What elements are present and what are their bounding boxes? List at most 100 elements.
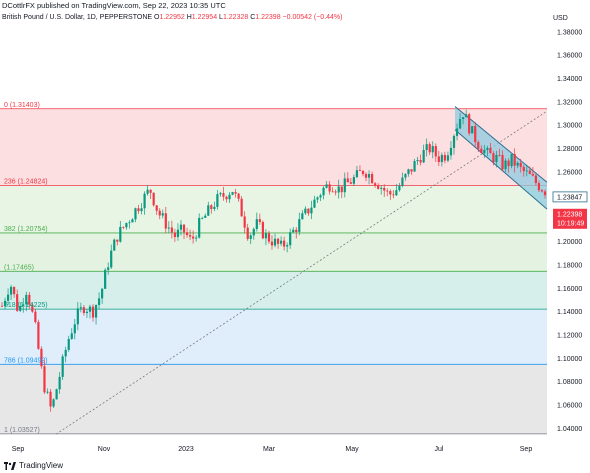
candle-body	[374, 183, 377, 186]
candle-body	[222, 193, 225, 197]
candle-body	[370, 174, 374, 184]
candle-body	[76, 308, 79, 325]
candle-body	[107, 267, 110, 270]
candle-body	[434, 146, 437, 157]
candle-body	[525, 170, 528, 172]
candle-body	[452, 135, 456, 148]
candle-body	[516, 162, 519, 166]
candle-body	[410, 169, 413, 172]
time-axis-label: Sep	[520, 446, 533, 453]
candle-body	[283, 240, 286, 247]
candle-body	[537, 183, 541, 191]
candle-body	[73, 324, 76, 334]
candle-body	[489, 147, 492, 154]
candle-body	[82, 307, 86, 314]
price-axis-label: 1.10000	[557, 356, 582, 363]
low-value: 1.22328	[222, 14, 249, 21]
candle-body	[240, 198, 243, 217]
candle-body	[110, 250, 113, 268]
candle-body	[298, 219, 301, 233]
candle-body	[152, 192, 155, 206]
candle-body	[428, 144, 431, 153]
price-axis-label: 1.14000	[557, 309, 582, 316]
candle-body	[61, 356, 64, 377]
candle-body	[16, 294, 19, 311]
candle-body	[301, 213, 304, 220]
candle-body	[125, 223, 128, 228]
fib-zone	[0, 309, 547, 365]
candle-body	[477, 142, 480, 149]
candle-body	[313, 199, 316, 208]
candle-body	[173, 232, 177, 237]
time-axis-label: Mar	[263, 446, 276, 453]
tradingview-logo-icon	[4, 461, 16, 470]
close-value: 1.22398	[255, 14, 281, 21]
candle-body	[246, 227, 249, 239]
publisher-line: DCottlrFX published on TradingView.com, …	[2, 1, 226, 10]
candle-body	[276, 238, 280, 244]
candle-body	[182, 224, 186, 233]
time-axis-label: Nov	[98, 446, 111, 453]
candle-body	[331, 191, 334, 193]
fib-zone	[0, 364, 547, 434]
candle-body	[185, 232, 189, 236]
candle-body	[49, 391, 52, 407]
channel-lower-line	[454, 129, 548, 210]
low-label: L	[219, 14, 223, 21]
candle-body	[404, 173, 407, 178]
candle-body	[504, 160, 507, 170]
candle-body	[461, 117, 465, 120]
candle-body	[501, 155, 504, 170]
candle-body	[243, 216, 246, 228]
candle-body	[343, 178, 346, 193]
candle-body	[322, 187, 325, 196]
candle-body	[310, 207, 313, 214]
candle-body	[471, 126, 474, 134]
candle-body	[455, 128, 459, 136]
candle-body	[198, 217, 201, 238]
candle-body	[210, 205, 213, 209]
candle-body	[213, 206, 216, 209]
price-axis-label: 1.18000	[557, 263, 582, 270]
candle-body	[192, 236, 195, 239]
candle-body	[328, 184, 331, 192]
price-axis-label: 1.30000	[557, 123, 582, 130]
candle-body	[195, 237, 198, 239]
candle-body	[267, 233, 271, 242]
candle-body	[134, 208, 137, 220]
candle-body	[307, 208, 310, 214]
candle-body	[465, 114, 468, 118]
candle-body	[70, 333, 73, 339]
open-value: 1.22952	[159, 14, 185, 21]
candle-body	[161, 213, 164, 216]
fib-level-label: 0 (1.31403)	[4, 102, 40, 109]
current-price-text: 1.22398	[557, 211, 582, 218]
price-axis-label: 1.08000	[557, 379, 582, 386]
fib-level-label: 1 (1.03527)	[4, 427, 40, 434]
candle-body	[167, 227, 170, 229]
candle-body	[113, 239, 116, 251]
candle-body	[10, 286, 13, 295]
price-axis-label: 1.28000	[557, 146, 582, 153]
candle-body	[207, 205, 210, 216]
candle-body	[97, 298, 101, 306]
candle-body	[510, 154, 513, 167]
high-value: 1.22954	[191, 14, 218, 21]
candle-body	[325, 184, 328, 188]
candle-body	[79, 307, 82, 309]
channel-upper-line	[454, 106, 548, 183]
footer: TradingView	[0, 459, 590, 473]
countdown-text: 10:19:49	[557, 220, 584, 227]
candle-body	[273, 238, 277, 246]
time-axis-label: Jul	[435, 446, 444, 453]
current-price-tag	[553, 208, 587, 229]
price-axis-label: 1.36000	[557, 53, 582, 60]
candle-body	[119, 226, 122, 242]
candle-body	[155, 205, 158, 211]
candle-body	[355, 170, 359, 178]
price-axis-label: 1.12000	[557, 333, 582, 340]
candle-body	[176, 229, 180, 237]
candle-body	[395, 190, 398, 196]
currency-label[interactable]: USD	[553, 15, 568, 22]
